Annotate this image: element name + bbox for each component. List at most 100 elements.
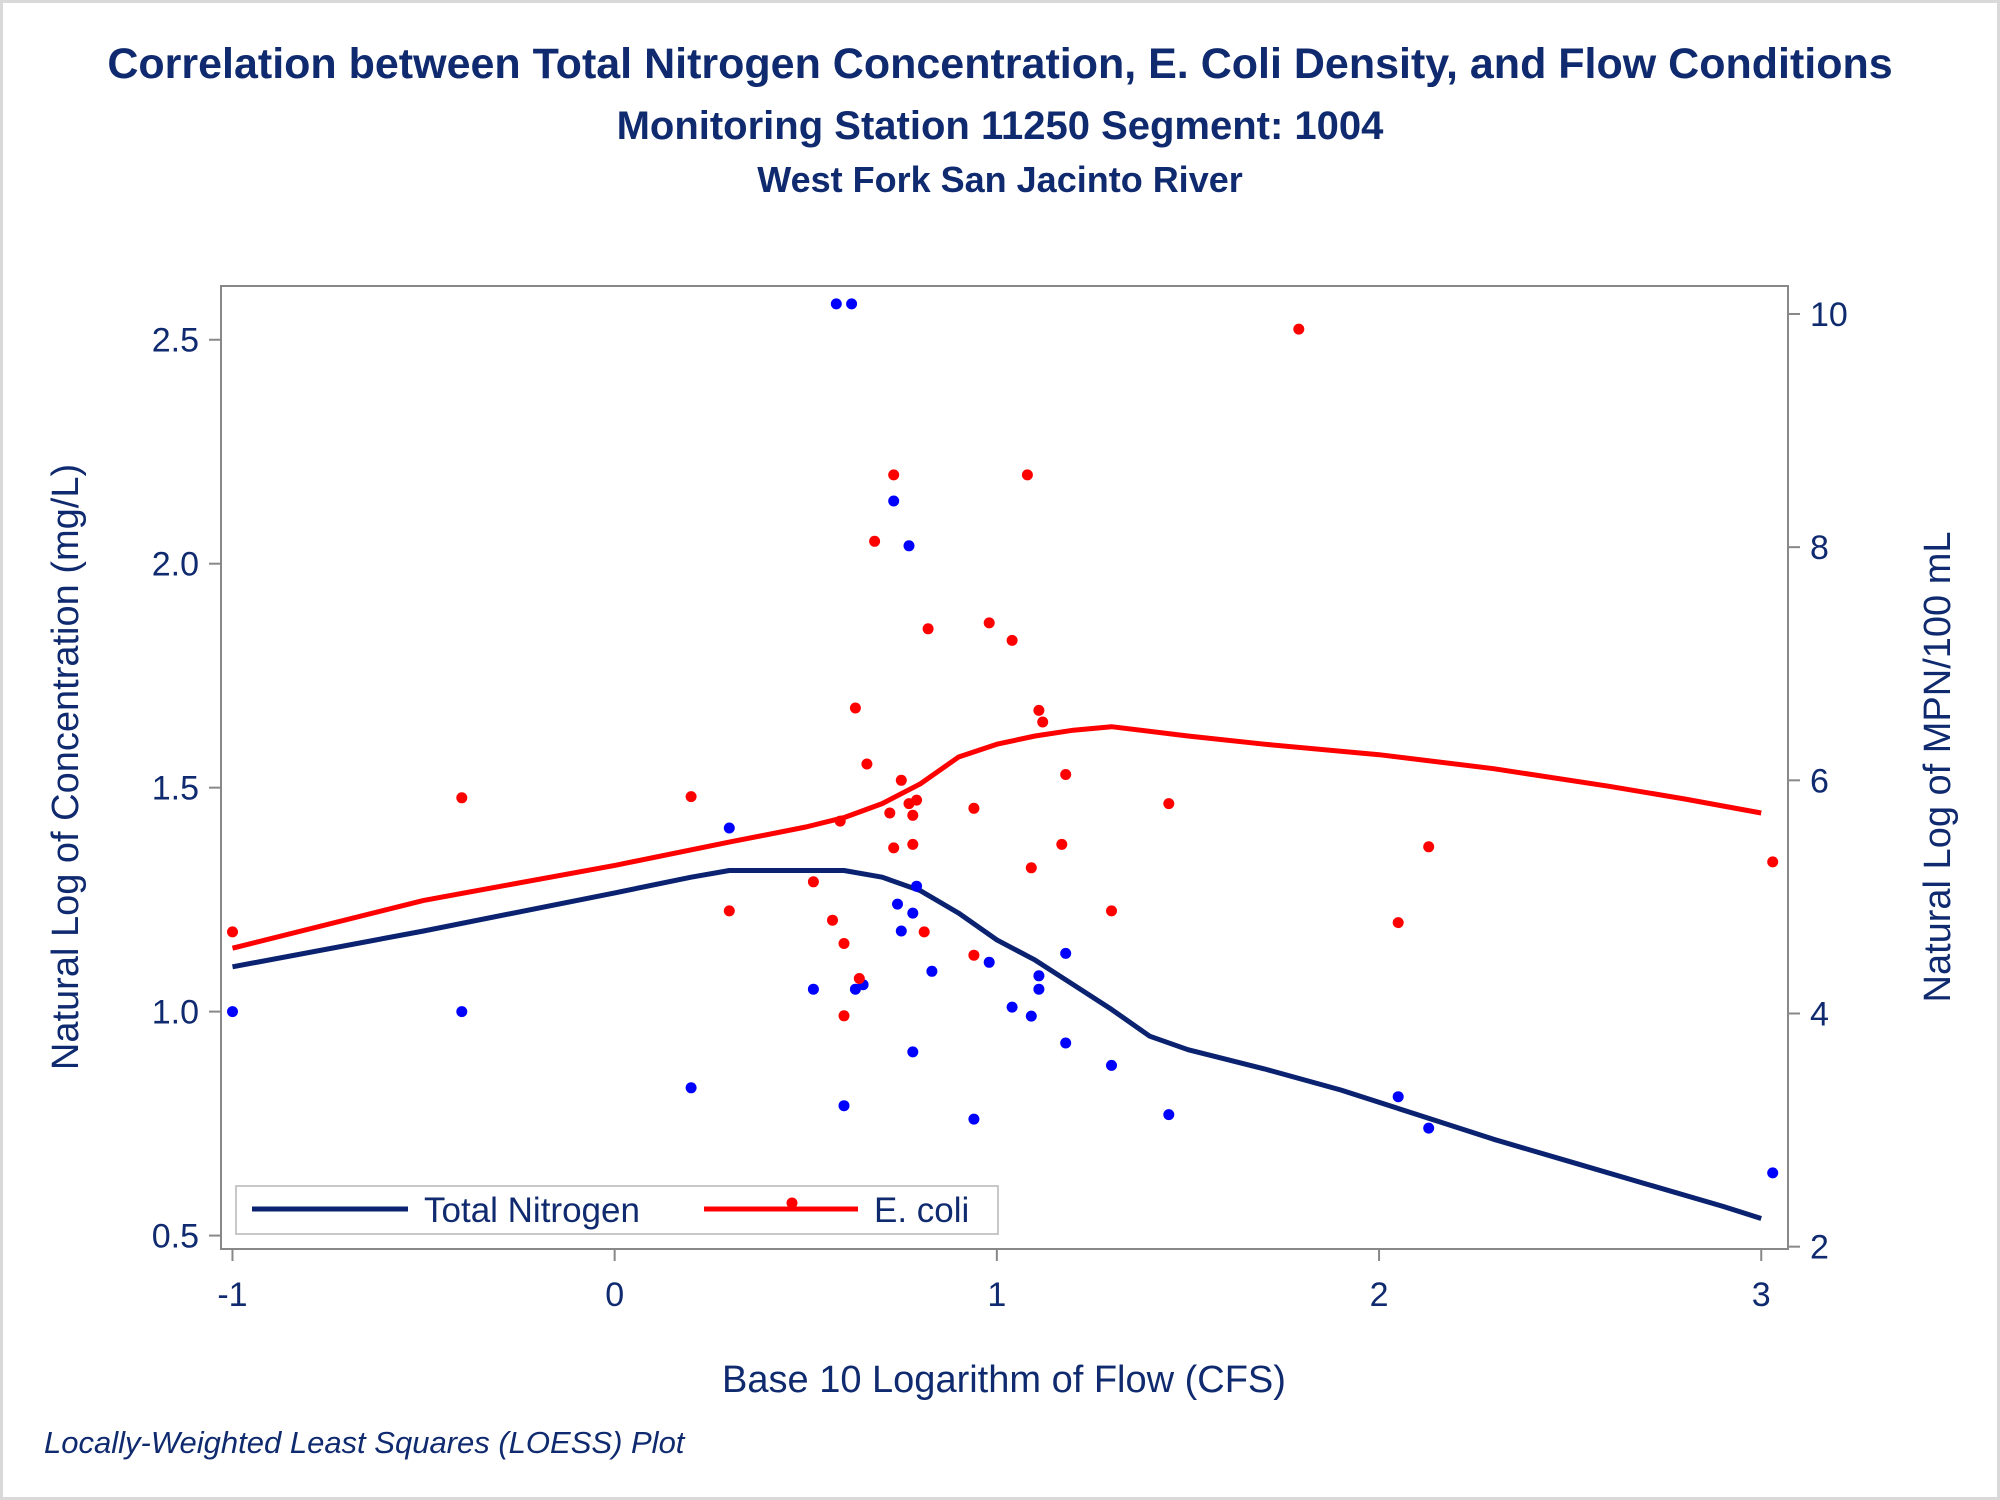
loess-layer	[231, 724, 1762, 1221]
nitrogen-point	[892, 898, 903, 910]
nitrogen-point	[888, 495, 900, 507]
ecoli-point	[907, 838, 919, 850]
ecoli-point	[849, 702, 861, 714]
nitrogen-point	[911, 880, 923, 892]
nitrogen-point	[1106, 1059, 1117, 1071]
y2-tick-label: 2	[1810, 1229, 1829, 1267]
nitrogen-point	[456, 1006, 468, 1018]
ecoli-point	[227, 926, 238, 938]
y-tick-label: 2.0	[152, 546, 199, 584]
nitrogen-point	[1025, 1010, 1037, 1022]
ecoli-point	[884, 807, 896, 819]
nitrogen-point	[723, 822, 735, 834]
ecoli-point	[1033, 704, 1045, 716]
ecoli-point	[1060, 769, 1072, 780]
ecoli-point	[869, 535, 881, 547]
ecoli-point	[1056, 838, 1068, 850]
nitrogen-point	[1392, 1091, 1404, 1103]
nitrogen-point	[907, 1046, 919, 1058]
ecoli-point	[895, 774, 907, 786]
nitrogen-point	[907, 907, 919, 919]
nitrogen-point	[1163, 1109, 1175, 1121]
nitrogen-point	[1033, 970, 1045, 982]
legend: Total Nitrogen E. coli	[235, 1185, 999, 1235]
ecoli-point	[838, 1010, 850, 1022]
points-layer	[227, 298, 1779, 1179]
plot-area	[220, 285, 1789, 1250]
nitrogen-point	[227, 1006, 238, 1018]
x-axis-label: Base 10 Logarithm of Flow (CFS)	[722, 1359, 1286, 1401]
nitrogen-loess-line	[232, 868, 1762, 1221]
ecoli-loess-line	[231, 724, 1762, 951]
ecoli-point	[1293, 323, 1305, 335]
nitrogen-point	[1006, 1001, 1018, 1013]
ecoli-point	[1025, 862, 1037, 874]
y2-tick-label: 6	[1810, 762, 1829, 800]
axes-layer: -1 0 1 2 3 0.5 1.0 1.5 2.0 2.5 2 4 6 8 10	[152, 296, 1848, 1314]
footnote: Locally-Weighted Least Squares (LOESS) P…	[44, 1425, 685, 1460]
legend-ecoli-marker	[786, 1197, 798, 1209]
ecoli-point	[838, 938, 850, 949]
nitrogen-point	[807, 983, 819, 995]
nitrogen-point	[1060, 1037, 1072, 1049]
nitrogen-point	[968, 1113, 980, 1125]
y-tick-label: 1.5	[152, 770, 199, 808]
x-tick-label: 0	[605, 1276, 624, 1314]
y-axis-label: Natural Log of Concentration (mg/L)	[45, 464, 87, 1070]
nitrogen-point	[838, 1100, 850, 1112]
chart-subtitle-location: West Fork San Jacinto River	[757, 159, 1243, 200]
ecoli-point	[827, 914, 838, 926]
ecoli-point	[983, 617, 995, 629]
y2-tick-label: 8	[1810, 529, 1829, 567]
ecoli-point	[1767, 856, 1779, 868]
ecoli-point	[861, 758, 873, 770]
ecoli-point	[723, 905, 735, 917]
chart-subtitle: Monitoring Station 11250 Segment: 1004	[616, 104, 1384, 148]
nitrogen-point	[903, 540, 915, 552]
y2-axis-label: Natural Log of MPN/100 mL	[1917, 531, 1959, 1002]
legend-nitrogen-label: Total Nitrogen	[424, 1191, 640, 1230]
ecoli-point	[968, 802, 980, 814]
ecoli-point	[1392, 917, 1404, 929]
x-tick-label: -1	[217, 1276, 247, 1314]
ecoli-point	[1021, 469, 1033, 481]
chart-title: Correlation between Total Nitrogen Conce…	[107, 40, 1893, 88]
nitrogen-point	[830, 298, 842, 310]
nitrogen-point	[1060, 947, 1072, 959]
legend-ecoli-label: E. coli	[874, 1191, 969, 1230]
ecoli-point	[1163, 798, 1175, 810]
nitrogen-point	[685, 1082, 697, 1094]
title-block: Correlation between Total Nitrogen Conce…	[0, 34, 2000, 206]
ecoli-point	[1423, 841, 1435, 853]
ecoli-point	[853, 973, 865, 984]
ecoli-point	[907, 809, 919, 821]
x-tick-label: 3	[1752, 1276, 1771, 1314]
ecoli-point	[968, 949, 980, 961]
y2-tick-label: 4	[1810, 995, 1829, 1033]
y-tick-label: 0.5	[152, 1218, 199, 1256]
nitrogen-point	[895, 925, 907, 937]
ecoli-point	[1006, 634, 1018, 646]
nitrogen-point	[926, 965, 938, 977]
y-tick-label: 1.0	[152, 994, 199, 1032]
x-tick-label: 2	[1370, 1276, 1389, 1314]
ecoli-point	[888, 469, 900, 481]
ecoli-point	[834, 815, 846, 827]
y-tick-label: 2.5	[152, 322, 199, 360]
ecoli-point	[911, 794, 923, 806]
nitrogen-point	[846, 298, 858, 310]
ecoli-point	[456, 792, 468, 804]
ecoli-point	[922, 623, 934, 635]
nitrogen-point	[983, 956, 995, 968]
nitrogen-point	[1033, 983, 1045, 995]
nitrogen-point	[1423, 1122, 1435, 1134]
ecoli-point	[888, 842, 900, 854]
x-tick-label: 1	[987, 1276, 1006, 1314]
ecoli-point	[1106, 905, 1117, 917]
ecoli-point	[685, 791, 697, 803]
ecoli-point	[1037, 716, 1049, 728]
nitrogen-point	[1767, 1167, 1779, 1179]
y2-tick-label: 10	[1810, 296, 1848, 334]
